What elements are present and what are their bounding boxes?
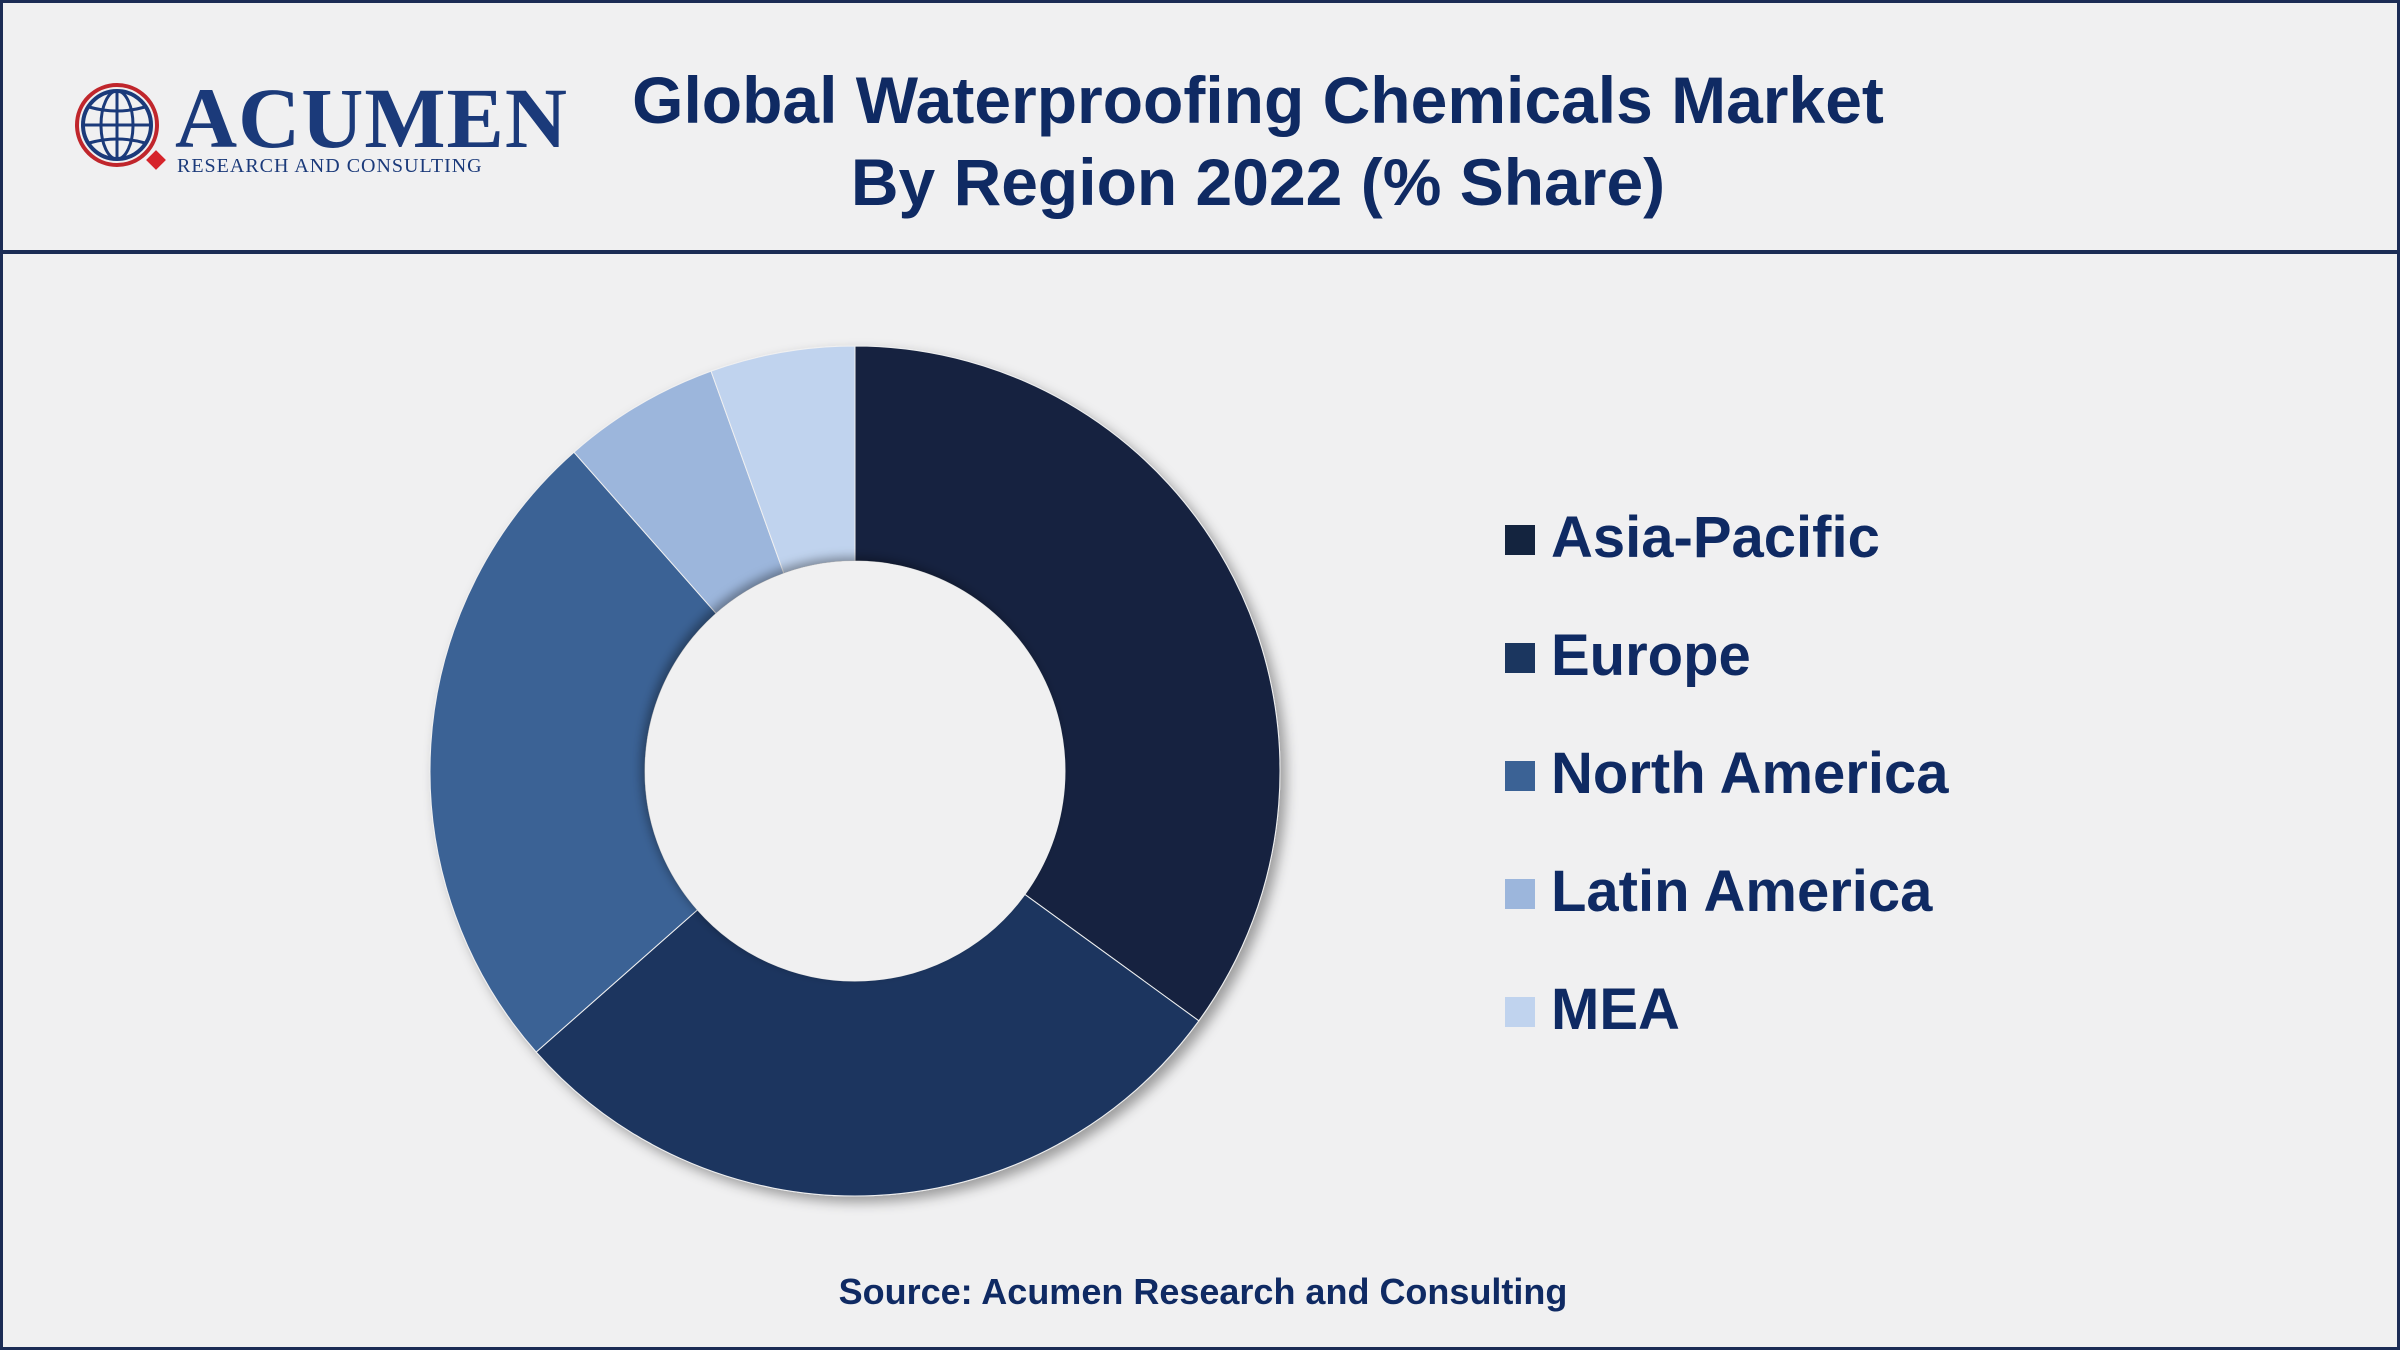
legend-swatch <box>1505 761 1535 791</box>
header: ACUMEN RESEARCH AND CONSULTING Global Wa… <box>3 3 2397 254</box>
legend-label: Europe <box>1551 623 1751 688</box>
donut-chart <box>403 323 1323 1243</box>
globe-icon <box>75 83 166 170</box>
logo-subtitle: RESEARCH AND CONSULTING <box>177 155 483 177</box>
legend-swatch <box>1505 879 1535 909</box>
legend-swatch <box>1505 997 1535 1027</box>
legend-label: Latin America <box>1551 859 1933 924</box>
chart-title: Global Waterproofing Chemicals Market By… <box>483 59 2033 223</box>
logo-wordmark: ACUMEN <box>175 70 568 166</box>
legend-swatch <box>1505 525 1535 555</box>
legend-label: MEA <box>1551 977 1680 1042</box>
donut-svg <box>429 345 1281 1197</box>
legend-label: Asia-Pacific <box>1551 505 1880 570</box>
donut-hole <box>645 561 1065 981</box>
title-line-2: By Region 2022 (% Share) <box>850 145 1666 219</box>
logo: ACUMEN RESEARCH AND CONSULTING <box>71 75 567 185</box>
title-line-1: Global Waterproofing Chemicals Market <box>632 63 1884 137</box>
legend-label: North America <box>1551 741 1949 806</box>
legend-swatch <box>1505 643 1535 673</box>
source-note: Source: Acumen Research and Consulting <box>838 1271 1568 1312</box>
